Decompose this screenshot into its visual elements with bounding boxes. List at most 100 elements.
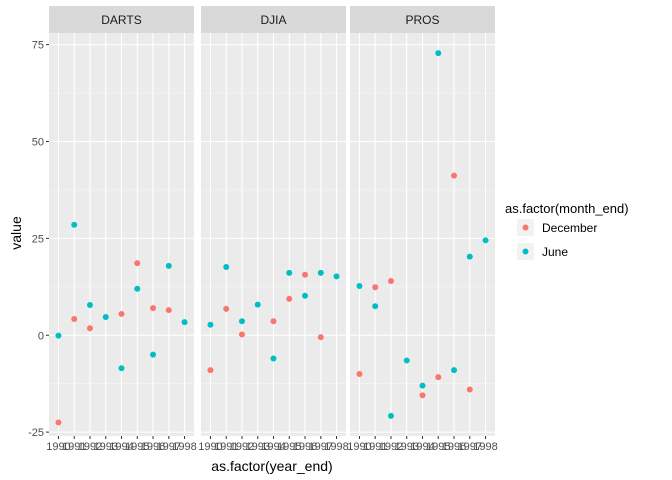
data-point-december: [435, 374, 442, 381]
x-tick-label: 1991: [363, 441, 387, 453]
x-tick-label: 1990: [46, 441, 70, 453]
data-point-june: [150, 351, 157, 358]
legend-keys: December June: [517, 219, 597, 260]
data-point-december: [466, 386, 473, 393]
data-point-june: [466, 253, 473, 260]
x-tick-label: 1992: [379, 441, 403, 453]
y-tick-label: 0: [38, 330, 44, 342]
data-point-december: [302, 271, 309, 278]
x-tick-label: 1995: [125, 441, 149, 453]
facet-strip-label: DJIA: [260, 13, 286, 27]
x-tick-label: 1996: [442, 441, 466, 453]
x-tick-label: 1990: [198, 441, 222, 453]
data-point-december: [86, 325, 93, 332]
y-tick-label: 50: [32, 137, 44, 149]
data-point-december: [451, 172, 458, 179]
data-point-june: [286, 269, 293, 276]
x-tick-label: 1993: [394, 441, 418, 453]
data-point-june: [118, 365, 125, 372]
data-point-june: [181, 319, 188, 326]
legend: as.factor(month_end) December June: [505, 201, 629, 260]
x-tick-label: 1994: [261, 441, 285, 453]
data-point-june: [254, 301, 261, 308]
data-point-june: [302, 292, 309, 299]
data-point-december: [134, 260, 141, 267]
y-axis-title: value: [8, 216, 24, 250]
y-tick-label: -25: [28, 427, 44, 439]
x-tick-label: 1997: [157, 441, 181, 453]
x-tick-label: 1992: [78, 441, 102, 453]
data-point-december: [223, 305, 230, 312]
data-point-june: [102, 314, 109, 321]
data-point-december: [372, 284, 379, 291]
data-point-december: [356, 371, 363, 377]
data-point-december: [71, 315, 78, 322]
y-tick-label: 75: [32, 40, 44, 52]
data-point-december: [419, 392, 426, 399]
data-point-december: [238, 331, 245, 338]
x-tick-label: 1998: [172, 441, 196, 453]
x-tick-label: 1990: [347, 441, 371, 453]
x-tick-label: 1996: [141, 441, 165, 453]
legend-label: December: [542, 221, 597, 235]
legend-item-december: December: [517, 219, 597, 236]
x-tick-label: 1997: [309, 441, 333, 453]
x-tick-label: 1993: [93, 441, 117, 453]
data-point-december: [317, 334, 324, 341]
data-point-june: [403, 357, 410, 364]
data-point-june: [165, 262, 172, 269]
data-point-june: [207, 321, 214, 328]
x-tick-label: 1991: [214, 441, 238, 453]
data-point-june: [419, 382, 426, 389]
facet-strip: [201, 6, 346, 33]
data-point-december: [55, 419, 62, 426]
data-point-december: [270, 318, 277, 325]
data-point-june: [435, 50, 442, 57]
x-tick-label: 1995: [277, 441, 301, 453]
x-axis-title: as.factor(year_end): [211, 458, 332, 474]
y-tick-label: 25: [32, 233, 44, 245]
data-point-december: [286, 295, 293, 302]
facet-panels: DARTS DJIA PROS: [49, 6, 495, 436]
panel-darts: DARTS: [49, 6, 194, 436]
data-point-june: [86, 302, 93, 309]
legend-title: as.factor(month_end): [505, 201, 629, 216]
data-point-june: [482, 237, 489, 244]
data-point-december: [387, 278, 394, 284]
data-point-june: [333, 273, 340, 280]
data-point-june: [55, 332, 62, 339]
data-point-june: [71, 221, 78, 228]
legend-key-point: [522, 248, 529, 255]
data-point-june: [317, 269, 324, 276]
x-tick-label: 1992: [230, 441, 254, 453]
facet-strip-label: PROS: [405, 13, 439, 27]
data-point-december: [165, 307, 172, 314]
facet-strip: [49, 6, 194, 33]
x-tick-label: 1994: [410, 441, 434, 453]
panel-pros: PROS: [350, 6, 495, 436]
x-tick-label: 1998: [473, 441, 497, 453]
data-point-june: [223, 264, 230, 271]
x-tick-label: 1991: [62, 441, 86, 453]
panel-djia: DJIA: [201, 6, 346, 436]
x-tick-label: 1994: [109, 441, 133, 453]
data-point-december: [118, 310, 125, 317]
data-point-june: [134, 285, 141, 292]
legend-key-point: [522, 224, 529, 231]
data-point-december: [150, 305, 157, 312]
y-axis: -25 0 25 50 75: [28, 40, 49, 439]
data-point-december: [207, 367, 214, 374]
legend-label: June: [542, 245, 568, 259]
data-point-june: [451, 367, 458, 374]
x-tick-label: 1998: [324, 441, 348, 453]
data-point-june: [238, 318, 245, 325]
x-tick-label: 1996: [293, 441, 317, 453]
x-tick-label: 1997: [458, 441, 482, 453]
data-point-june: [270, 355, 277, 362]
facet-strip: [350, 6, 495, 33]
data-point-june: [356, 283, 363, 290]
facet-strip-label: DARTS: [101, 13, 141, 27]
x-tick-label: 1995: [426, 441, 450, 453]
